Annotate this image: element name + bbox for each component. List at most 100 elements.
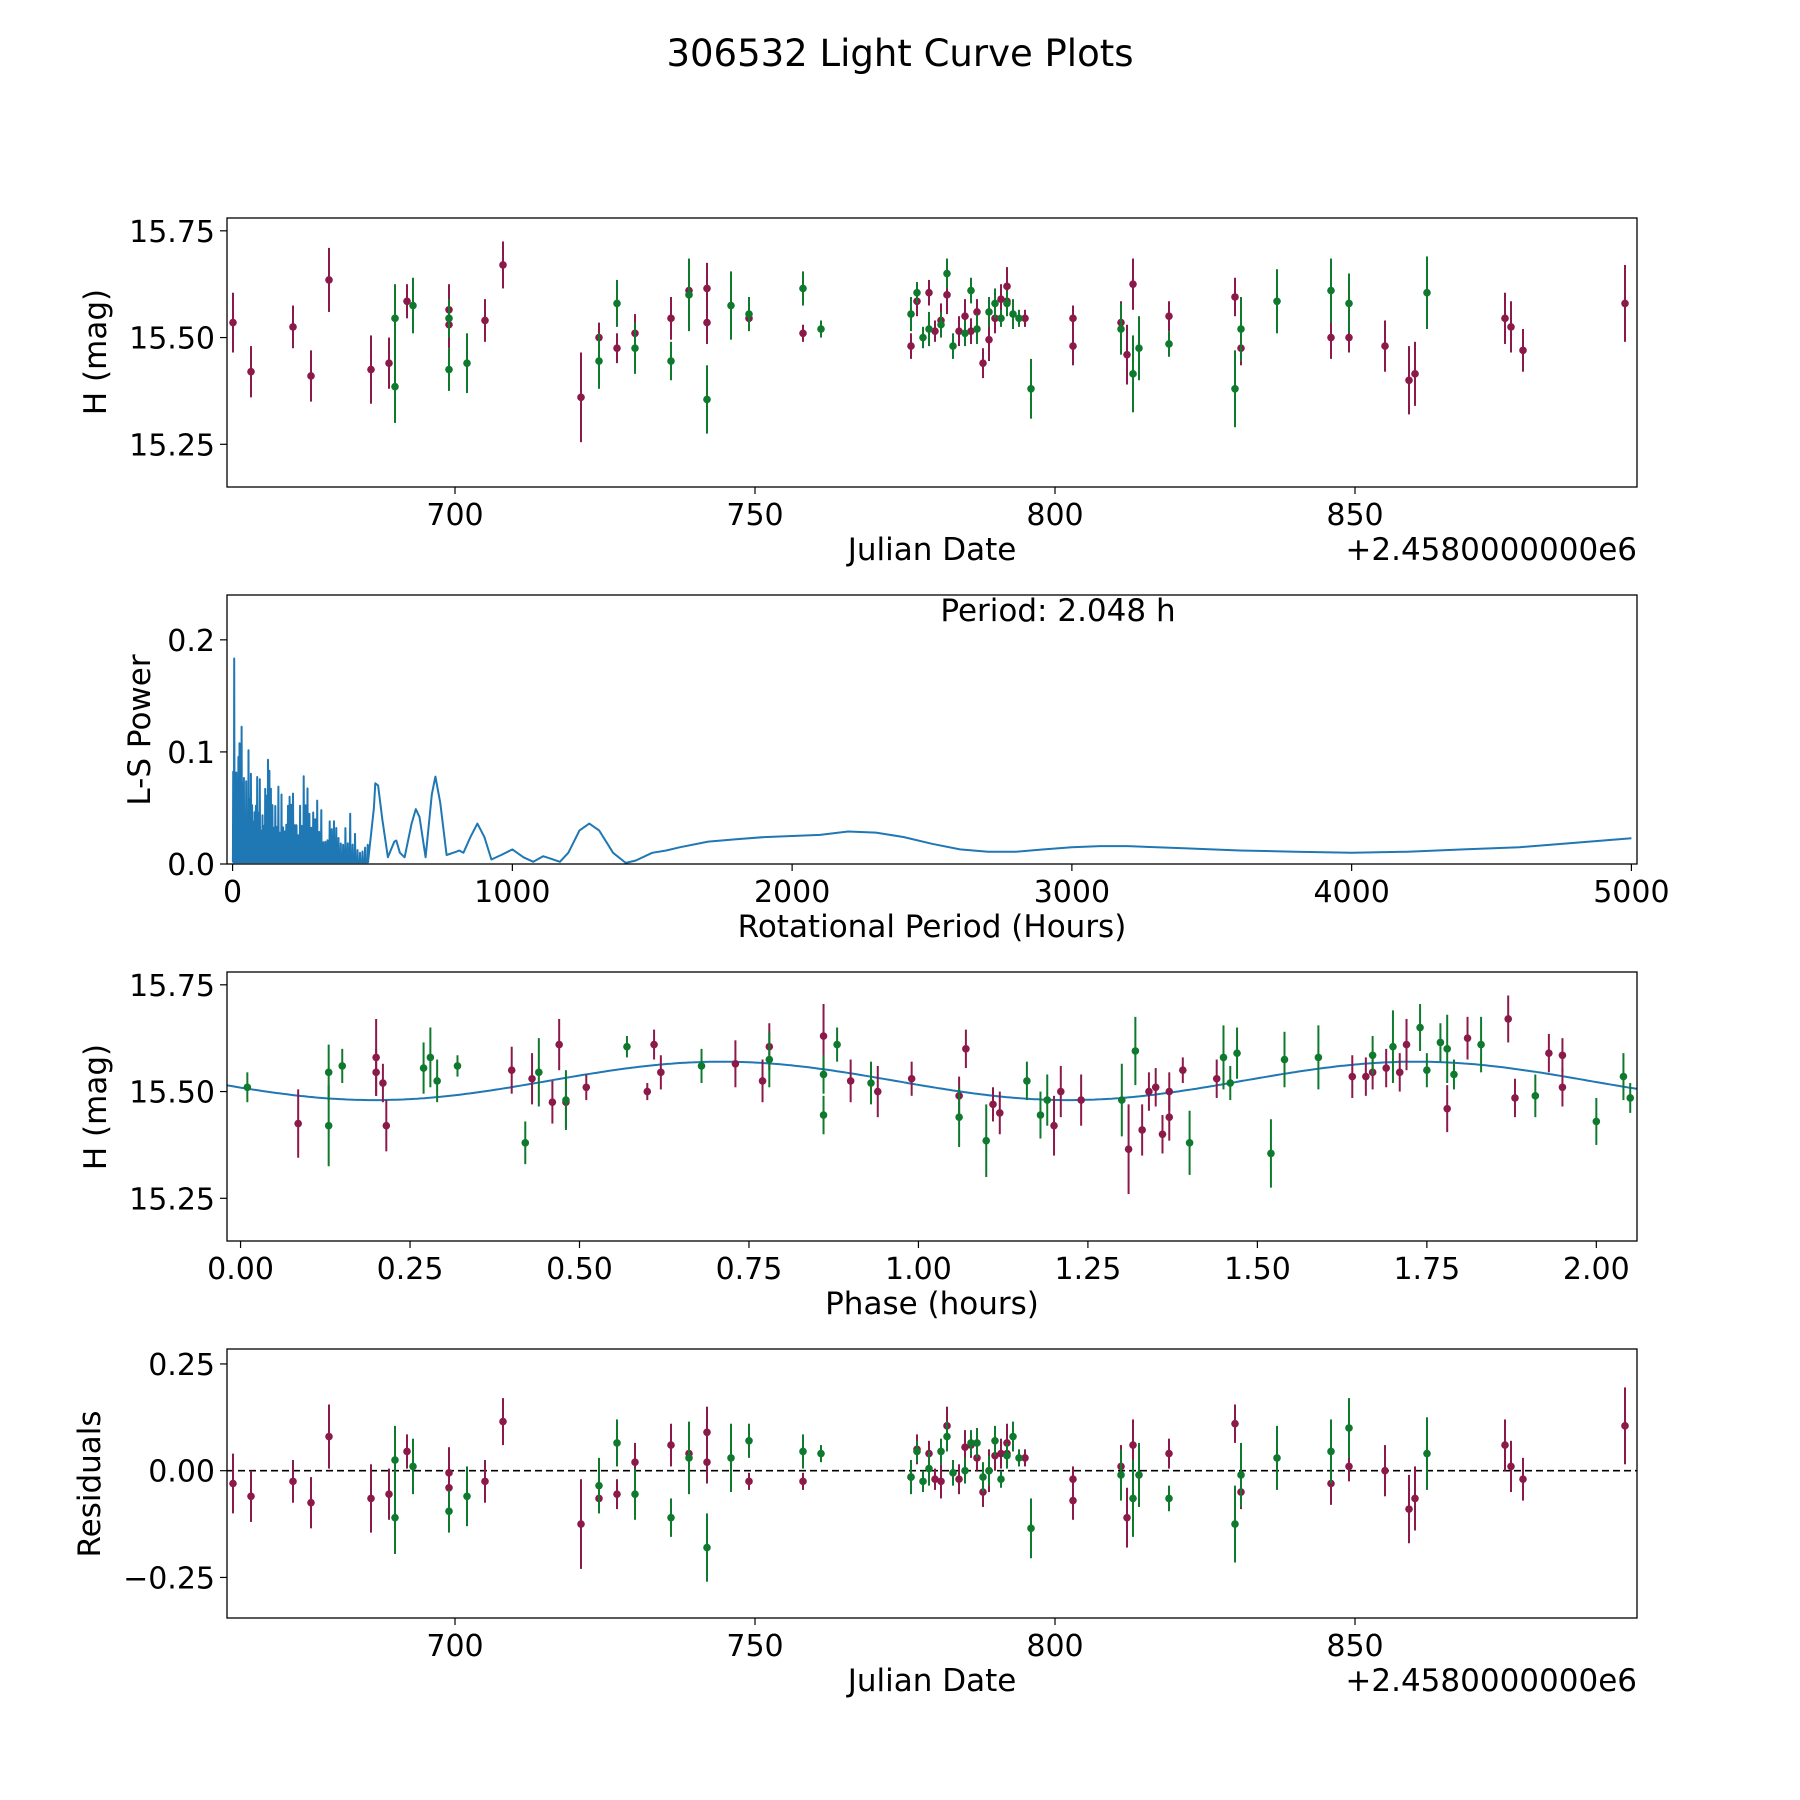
- y-tick-label: −0.25: [123, 1561, 215, 1596]
- data-point: [1592, 1117, 1601, 1126]
- data-point: [703, 318, 711, 327]
- data-point: [703, 1458, 711, 1466]
- data-point: [955, 1475, 963, 1484]
- data-point: [1237, 325, 1245, 333]
- panel-residuals: 700 750 800 850 −0.25 0.00 0.25 Julian Date +2…: [72, 1348, 1638, 1699]
- data-point: [1273, 297, 1281, 306]
- data-point: [1036, 1111, 1045, 1119]
- data-point: [445, 1507, 453, 1516]
- data-point: [919, 333, 927, 342]
- data-point: [765, 1055, 774, 1064]
- data-point: [1179, 1066, 1187, 1075]
- data-point: [1123, 1513, 1131, 1522]
- data-point: [1233, 1049, 1241, 1057]
- data-point: [1327, 333, 1335, 342]
- data-point: [817, 1449, 825, 1458]
- data-point: [1015, 314, 1023, 323]
- data-point: [247, 1492, 255, 1501]
- data-point: [907, 1473, 915, 1481]
- data-point: [419, 1064, 428, 1072]
- data-point: [1362, 1072, 1370, 1081]
- data-point: [582, 1083, 591, 1092]
- data-point: [229, 1479, 237, 1488]
- data-point: [1395, 1068, 1404, 1077]
- data-point: [873, 1087, 882, 1096]
- data-point: [367, 365, 375, 374]
- data-point: [1402, 1040, 1411, 1049]
- x-tick-label: 700: [426, 498, 483, 533]
- data-point: [1477, 1040, 1485, 1049]
- data-point: [967, 1439, 975, 1447]
- data-point: [595, 1481, 603, 1490]
- data-point: [745, 310, 753, 318]
- data-point: [409, 1462, 417, 1471]
- periodogram-axes: 0 1000 2000 3000 4000 5000 0.0 0.1 0.2: [167, 624, 1669, 910]
- data-point: [1023, 1077, 1031, 1085]
- y-tick-label: 0.25: [148, 1348, 215, 1383]
- data-point: [1231, 1520, 1239, 1528]
- data-point: [1436, 1038, 1445, 1047]
- data-point: [1423, 288, 1431, 297]
- data-point: [703, 1428, 711, 1437]
- data-point: [1129, 1494, 1137, 1503]
- model-curve: [227, 1060, 1637, 1102]
- data-point: [577, 1520, 585, 1528]
- data-point: [1009, 1432, 1017, 1441]
- data-point: [1423, 1066, 1431, 1075]
- data-point: [667, 1441, 675, 1449]
- data-point: [1165, 312, 1173, 321]
- plot-area: [227, 1387, 1637, 1582]
- x-tick-label: 1.75: [1393, 1252, 1460, 1287]
- data-point: [445, 314, 453, 323]
- data-point: [1129, 1441, 1137, 1449]
- data-point: [391, 382, 399, 391]
- data-point: [1237, 1471, 1245, 1479]
- data-point: [1151, 1083, 1160, 1092]
- x-tick-label: 850: [1326, 498, 1383, 533]
- data-point: [1381, 342, 1389, 350]
- data-point: [919, 1477, 927, 1486]
- data-point: [1389, 1042, 1397, 1051]
- data-point: [745, 1477, 753, 1486]
- data-point: [997, 1449, 1005, 1458]
- data-point: [338, 1062, 347, 1070]
- data-point: [731, 1060, 740, 1068]
- data-point: [1381, 1466, 1389, 1475]
- data-point: [1501, 314, 1509, 323]
- data-point: [631, 344, 639, 353]
- lightcurve-frame: [226, 217, 1638, 488]
- data-point: [1138, 1126, 1146, 1134]
- data-point: [535, 1068, 543, 1077]
- residuals-axes: 700 750 800 850 −0.25 0.00 0.25: [123, 1348, 1384, 1664]
- x-tick-label: 1000: [474, 875, 550, 910]
- data-point: [1165, 340, 1173, 348]
- data-point: [961, 312, 969, 321]
- data-point: [1226, 1079, 1235, 1087]
- data-point: [846, 1077, 855, 1085]
- data-point: [372, 1068, 380, 1077]
- data-point: [758, 1077, 767, 1085]
- data-point: [943, 269, 951, 278]
- data-point: [1382, 1064, 1390, 1072]
- series-maroon: [294, 995, 1567, 1195]
- data-point: [819, 1111, 828, 1119]
- data-point: [1027, 384, 1035, 393]
- data-point: [1135, 1471, 1143, 1479]
- periodogram-curve: [231, 657, 1632, 864]
- data-point: [379, 1079, 387, 1087]
- phased-frame: [226, 971, 1638, 1242]
- data-point: [1507, 1462, 1515, 1471]
- data-point: [1450, 1070, 1458, 1079]
- data-point: [1021, 314, 1029, 323]
- data-point: [979, 359, 987, 367]
- data-point: [289, 323, 297, 331]
- data-point: [867, 1079, 875, 1087]
- data-point: [1443, 1045, 1451, 1053]
- x-tick-label: 2000: [754, 875, 830, 910]
- data-point: [943, 291, 951, 299]
- data-point: [1345, 299, 1353, 308]
- data-point: [294, 1119, 302, 1128]
- data-point: [1545, 1049, 1553, 1057]
- data-point: [1345, 1424, 1353, 1432]
